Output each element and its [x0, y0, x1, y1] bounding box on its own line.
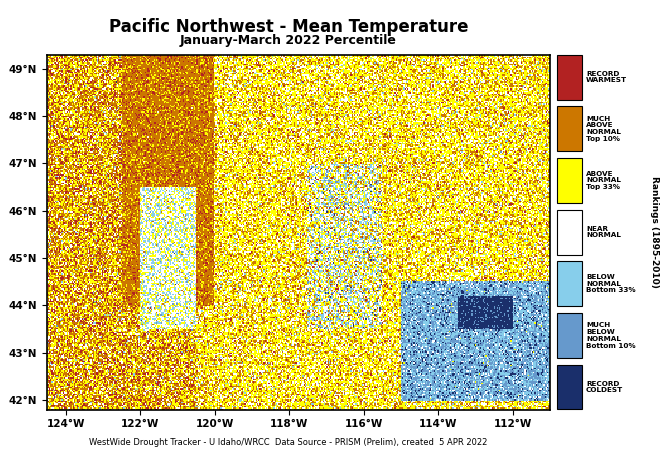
Text: RECORD
WARMEST: RECORD WARMEST: [586, 71, 627, 83]
Text: RECORD
COLDEST: RECORD COLDEST: [586, 381, 623, 394]
Bar: [557, 106, 582, 151]
Text: MUCH
ABOVE
NORMAL
Top 10%: MUCH ABOVE NORMAL Top 10%: [586, 116, 621, 142]
Text: MUCH
BELOW
NORMAL
Bottom 10%: MUCH BELOW NORMAL Bottom 10%: [586, 322, 635, 349]
Bar: [557, 261, 582, 306]
Text: Pacific Northwest - Mean Temperature: Pacific Northwest - Mean Temperature: [109, 18, 468, 36]
Bar: [557, 158, 582, 203]
Text: ABOVE
NORMAL
Top 33%: ABOVE NORMAL Top 33%: [586, 171, 621, 190]
Text: NEAR
NORMAL: NEAR NORMAL: [586, 226, 621, 238]
Bar: [557, 210, 582, 254]
Text: January-March 2022 Percentile: January-March 2022 Percentile: [180, 34, 397, 47]
Bar: [557, 313, 582, 358]
Text: BELOW
NORMAL
Bottom 33%: BELOW NORMAL Bottom 33%: [586, 274, 635, 293]
Bar: [557, 55, 582, 100]
Text: Rankings (1895-2010): Rankings (1895-2010): [650, 176, 659, 288]
Bar: [557, 364, 582, 410]
Text: WestWide Drought Tracker - U Idaho/WRCC  Data Source - PRISM (Prelim), created  : WestWide Drought Tracker - U Idaho/WRCC …: [89, 438, 488, 447]
